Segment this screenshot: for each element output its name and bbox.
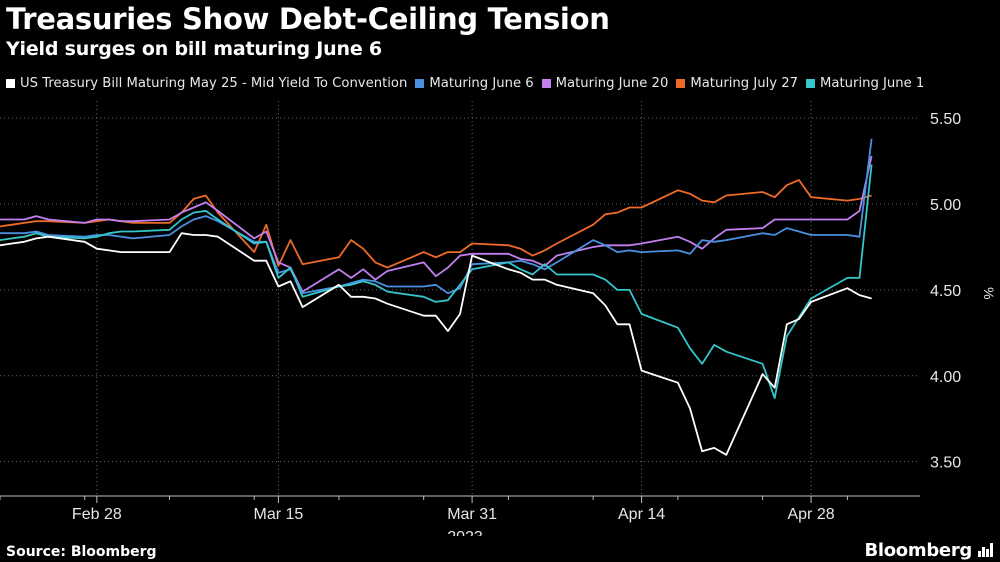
line-chart: 3.50 4.00 4.50 5.00 5.50% Feb 28 Mar 15 Mar 31 A…: [0, 101, 997, 536]
x-tick-label: Apr 28: [787, 506, 834, 523]
x-tick-label: Apr 14: [618, 506, 665, 523]
y-tick-label: 3.50: [930, 455, 961, 472]
y-tick-label: 4.50: [930, 283, 961, 300]
y-tick-label: 5.50: [930, 111, 961, 128]
bloomberg-logo: Bloomberg: [864, 540, 972, 561]
x-axis-label: 2023: [447, 529, 483, 536]
y-tick-label: 5.00: [930, 197, 961, 214]
chart-title: Treasuries Show Debt-Ceiling Tension: [6, 2, 610, 36]
x-tick-label: Feb 28: [72, 506, 122, 523]
legend-swatch: [415, 79, 425, 88]
x-tick-label: Mar 31: [447, 506, 497, 523]
legend-swatch: [541, 79, 551, 88]
legend-label: US Treasury Bill Maturing May 25 - Mid Y…: [20, 76, 408, 91]
y-axis-label: %: [981, 287, 997, 299]
x-tick-label: Mar 15: [254, 506, 304, 523]
legend-item: Maturing June 1: [806, 76, 924, 91]
legend-label: Maturing June 1: [820, 76, 925, 91]
legend-swatch: [676, 79, 686, 88]
series-line-0: [0, 232, 872, 456]
chart-legend: US Treasury Bill Maturing May 25 - Mid Y…: [6, 76, 996, 91]
chart-subtitle: Yield surges on bill maturing June 6: [6, 38, 382, 60]
legend-item: Maturing June 20: [541, 76, 669, 91]
series-line-1: [0, 138, 873, 295]
series-line-2: [0, 155, 873, 293]
series-line-3: [0, 179, 872, 269]
legend-swatch: [6, 79, 15, 88]
legend-swatch: [806, 79, 816, 88]
bloomberg-mark-icon: [978, 543, 993, 557]
legend-item: US Treasury Bill Maturing May 25 - Mid Y…: [6, 76, 407, 91]
series-line-4: [0, 164, 873, 400]
legend-label: Maturing June 6: [429, 76, 534, 91]
legend-label: Maturing July 27: [690, 76, 799, 91]
y-tick-label: 4.00: [930, 369, 961, 386]
source-note: Source: Bloomberg: [6, 544, 157, 560]
legend-item: Maturing June 6: [415, 76, 534, 91]
legend-item: Maturing July 27: [676, 76, 798, 91]
legend-label: Maturing June 20: [555, 76, 669, 91]
